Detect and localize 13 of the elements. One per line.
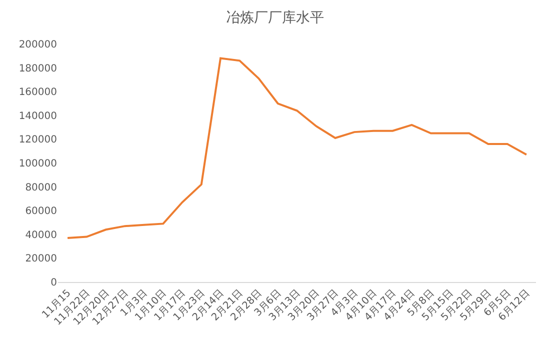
y-tick-label: 100000 <box>18 158 57 170</box>
y-tick-label: 60000 <box>25 206 57 218</box>
y-tick-label: 120000 <box>18 134 57 146</box>
y-tick-label: 20000 <box>25 254 57 265</box>
y-tick-label: 200000 <box>18 40 57 50</box>
line-series <box>66 57 528 239</box>
y-tick-label: 40000 <box>25 230 57 241</box>
chart-title: 冶炼厂厂库水平 <box>226 10 324 26</box>
y-tick-label: 160000 <box>18 87 57 98</box>
y-tick-label: 0 <box>50 278 57 288</box>
y-tick-label: 80000 <box>25 182 57 194</box>
y-tick-label: 140000 <box>18 110 57 122</box>
y-tick-label: 180000 <box>18 63 57 74</box>
